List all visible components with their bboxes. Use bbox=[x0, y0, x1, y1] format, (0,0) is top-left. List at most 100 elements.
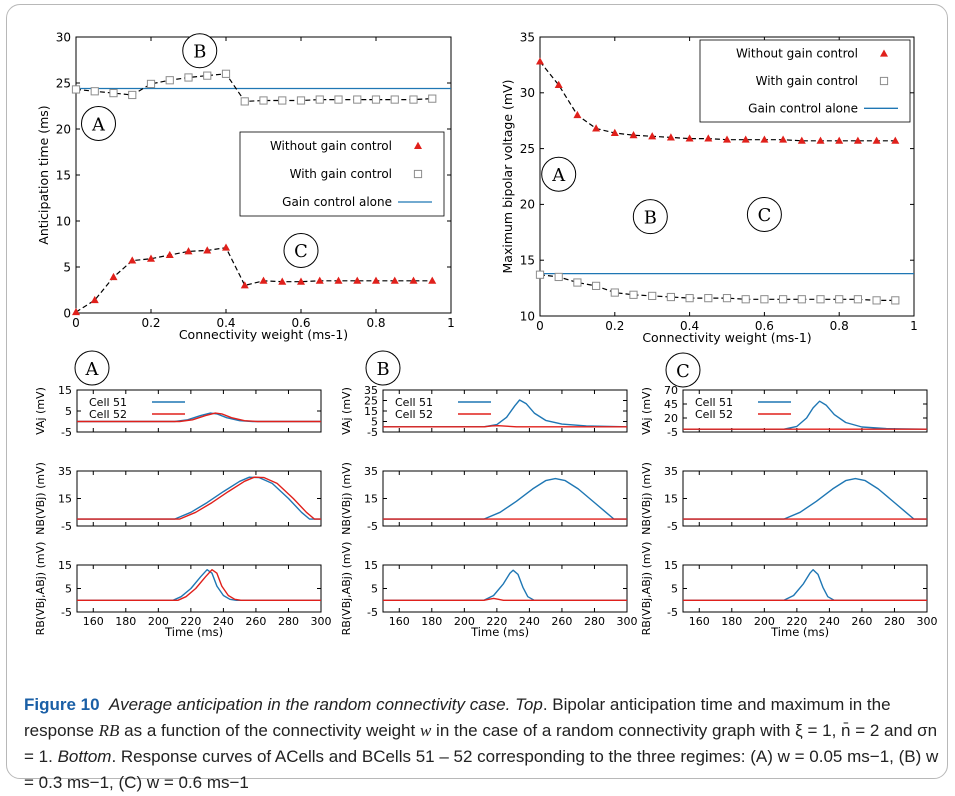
panel-a-row1-series-cell-52 bbox=[77, 412, 321, 423]
panel-label-c: C bbox=[676, 361, 690, 382]
top-right-point-without-gain-control bbox=[592, 124, 601, 132]
top-left-legend: Without gain control With gain control Gai… bbox=[239, 131, 445, 217]
panel-c-row2-ytick-label: -5 bbox=[667, 520, 678, 533]
panel-c-row3-ylabel: RB(VBj,ABj) (mV) bbox=[640, 542, 653, 636]
panel-b-row3-xtick-label: 260 bbox=[551, 615, 572, 628]
panel-b-row3-xtick-label: 300 bbox=[617, 615, 638, 628]
panel-c-row3-xtick-label: 280 bbox=[884, 615, 905, 628]
caption-top-text-3: in the case of a random connectivity gra… bbox=[431, 721, 791, 740]
panel-c-row3-xtick-label: 260 bbox=[851, 615, 872, 628]
panel-a-row2-series-cell-52 bbox=[77, 476, 321, 520]
top-left-annotation-b: B bbox=[193, 42, 206, 63]
panel-b-row3-xtick-label: 280 bbox=[584, 615, 605, 628]
panel-a-row3-xtick-label: 220 bbox=[180, 615, 201, 628]
top-right-xtick-label: 1 bbox=[910, 319, 918, 333]
top-right-point-with-gain-control bbox=[760, 295, 769, 304]
top-left-point-with-gain-control bbox=[221, 69, 231, 78]
panel-b-row2-ytick-label: 35 bbox=[364, 465, 378, 478]
panel-c-row2-series-cell-51 bbox=[683, 477, 927, 520]
top-right-series-without-line bbox=[539, 61, 896, 142]
panel-c-row3-series-cell-51 bbox=[683, 569, 927, 601]
top-left-legend-triangle bbox=[414, 141, 422, 149]
top-left-point-without-gain-control bbox=[147, 254, 155, 262]
top-left-point-without-gain-control bbox=[428, 276, 437, 284]
top-right-point-with-gain-control bbox=[816, 295, 825, 304]
panel-a-row3-ytick-label: -5 bbox=[61, 606, 72, 619]
caption-label: Figure 10 bbox=[24, 695, 100, 714]
panel-a-row3-xtick-label: 260 bbox=[245, 615, 266, 628]
panel-a-row3-xlabel: Time (ms) bbox=[164, 625, 223, 639]
panel-c-row2-ylabel: NB(VBj) (mV) bbox=[640, 462, 653, 535]
top-right-legend-triangle bbox=[880, 49, 888, 57]
top-right-point-without-gain-control bbox=[723, 135, 731, 143]
top-right-point-without-gain-control bbox=[797, 136, 806, 144]
top-left-point-without-gain-control bbox=[390, 276, 399, 284]
top-left-point-with-gain-control bbox=[128, 90, 137, 100]
top-left-legend-label: Without gain control bbox=[270, 139, 392, 153]
top-left-point-without-gain-control bbox=[109, 272, 118, 281]
top-left-point-without-gain-control bbox=[315, 276, 324, 284]
top-right-frame bbox=[539, 36, 915, 317]
top-left-point-with-gain-control bbox=[184, 73, 193, 82]
top-right-ytick-label: 30 bbox=[520, 86, 535, 100]
panel-c-row3-frame bbox=[682, 564, 928, 613]
panel-c-row1-frame bbox=[682, 389, 928, 433]
panel-c-row1-ytick-label: 70 bbox=[664, 384, 678, 397]
top-right-point-with-gain-control bbox=[853, 295, 862, 304]
panel-a-row2-ytick-label: 35 bbox=[58, 465, 72, 478]
top-right-point-without-gain-control bbox=[816, 136, 825, 144]
top-left-ytick-label: 25 bbox=[56, 76, 71, 90]
top-left-point-without-gain-control bbox=[90, 295, 99, 304]
top-right-point-without-gain-control bbox=[629, 131, 638, 139]
top-right-point-with-gain-control bbox=[666, 292, 675, 302]
panel-a-row3-ylabel: RB(VBj,ABj) (mV) bbox=[34, 542, 47, 636]
top-right-xlabel: Connectivity weight (ms-1) bbox=[642, 330, 811, 345]
top-right-point-with-gain-control bbox=[835, 295, 844, 304]
top-right-annotation-b: B bbox=[644, 207, 657, 228]
panel-a-row1-ytick-label: -5 bbox=[61, 426, 72, 439]
panel-c-row3-xtick-label: 240 bbox=[819, 615, 840, 628]
top-right-ytick-label: 15 bbox=[520, 254, 535, 268]
top-left-point-without-gain-control bbox=[203, 246, 212, 254]
panel-c-row3-xtick-label: 180 bbox=[721, 615, 742, 628]
top-left-point-without-gain-control bbox=[334, 276, 343, 284]
panel-b-row2: -5 15 35 NB(VBj) (mV) bbox=[340, 462, 628, 535]
panel-b-row1-series-cell-52 bbox=[383, 425, 627, 428]
top-right-point-with-gain-control bbox=[554, 272, 563, 282]
top-left-xtick-label: 1 bbox=[447, 316, 455, 330]
top-right-xtick-label: 0 bbox=[536, 319, 544, 333]
panel-b-row1-ytick-label: 35 bbox=[364, 384, 378, 397]
top-right-point-without-gain-control bbox=[685, 134, 694, 142]
caption-title: Average anticipation in the random conne… bbox=[109, 695, 511, 714]
caption-bottom-label: Bottom bbox=[57, 747, 112, 766]
panel-b-row1-ytick-label: 5 bbox=[371, 415, 378, 428]
panel-b-row2-ytick-label: -5 bbox=[367, 520, 378, 533]
panel-a-row3-frame bbox=[76, 564, 322, 613]
panel-b-row3-xtick-label: 240 bbox=[519, 615, 540, 628]
top-right-legend: Without gain control With gain control Gai… bbox=[699, 39, 911, 123]
panel-a-row2-ytick-label: -5 bbox=[61, 520, 72, 533]
panel-b-row3-xtick-label: 200 bbox=[454, 615, 475, 628]
top-right-point-without-gain-control bbox=[610, 128, 619, 136]
caption-top-text-2: as a function of the connectivity weight bbox=[119, 721, 420, 740]
top-left-ytick-label: 10 bbox=[56, 214, 71, 228]
top-right-ylabel: Maximum bipolar voltage (mV) bbox=[500, 80, 515, 274]
top-left-point-with-gain-control bbox=[315, 95, 324, 104]
panel-c-row2-ytick-label: 35 bbox=[664, 465, 678, 478]
panel-a-row2: -5 15 35 NB(VBj) (mV) bbox=[34, 462, 322, 535]
panel-c-row3-xtick-label: 160 bbox=[689, 615, 710, 628]
panel-b-row1-ytick-label: -5 bbox=[367, 426, 378, 439]
top-left-point-with-gain-control bbox=[278, 96, 287, 105]
top-left-point-with-gain-control bbox=[390, 95, 399, 104]
panel-c-row3: 160 180 200 220 240 260 280 300 -5 5 15 RB(VBj,ABj)… bbox=[640, 542, 938, 639]
panel-c-row3-xtick-label: 220 bbox=[786, 615, 807, 628]
panel-b-row3: 160 180 200 220 240 260 280 300 -5 5 15 RB(VBj,ABj)… bbox=[340, 542, 638, 639]
panel-a-row1-legend-label: Cell 51 bbox=[89, 396, 127, 409]
top-left-series-without-line bbox=[75, 247, 433, 313]
top-right-point-with-gain-control bbox=[872, 296, 881, 305]
panel-c-row3-ytick-label: -5 bbox=[667, 606, 678, 619]
